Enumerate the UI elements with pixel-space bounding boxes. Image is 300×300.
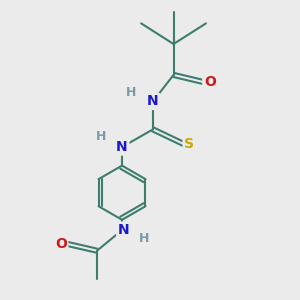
Text: N: N — [118, 223, 129, 237]
Text: N: N — [147, 94, 159, 108]
Text: H: H — [96, 130, 106, 143]
Text: N: N — [116, 140, 128, 154]
Text: H: H — [126, 86, 136, 99]
Text: H: H — [139, 232, 149, 245]
Text: S: S — [184, 137, 194, 151]
Text: O: O — [55, 237, 67, 250]
Text: O: O — [204, 75, 216, 89]
